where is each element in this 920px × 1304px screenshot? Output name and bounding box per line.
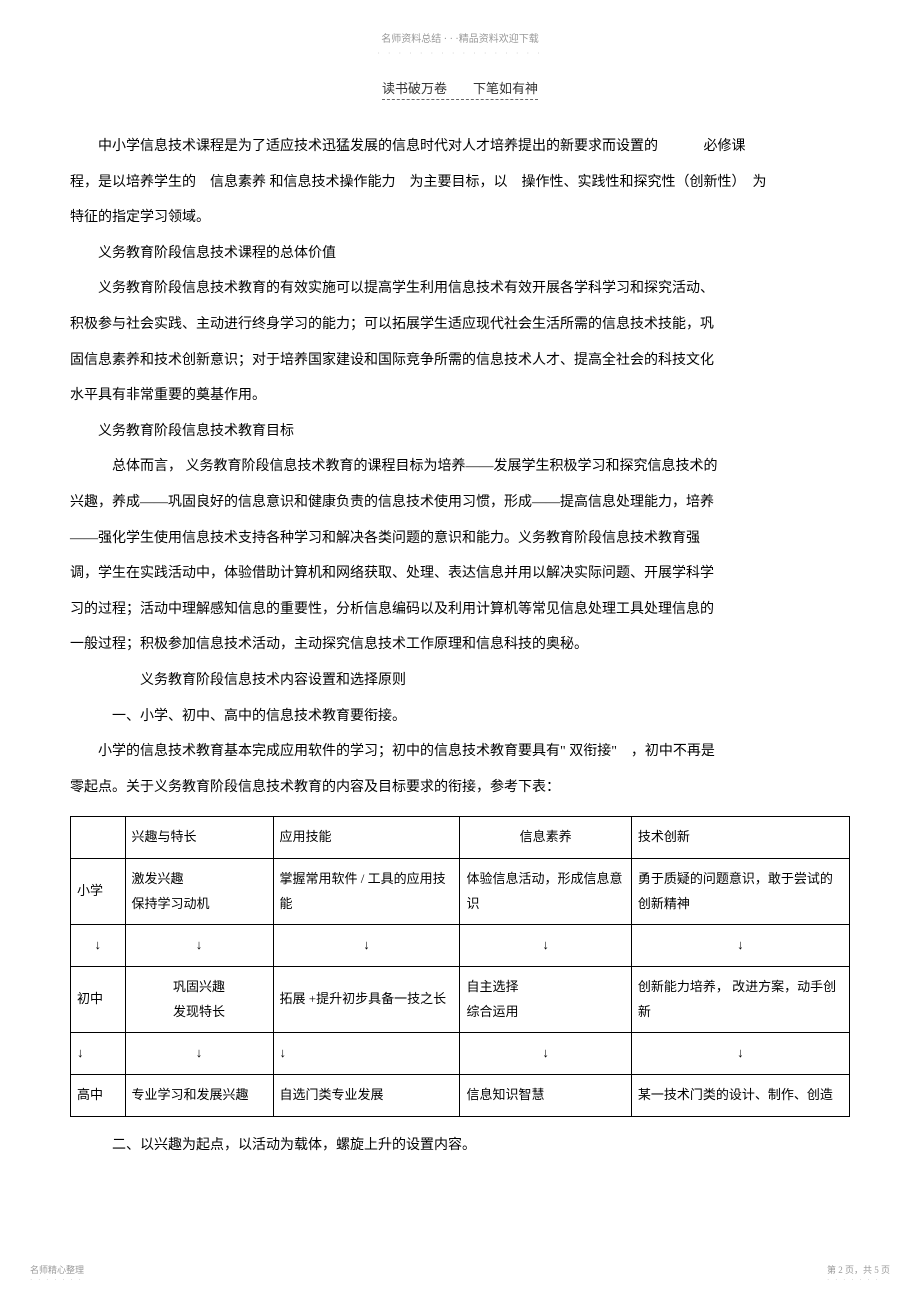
arrow-cell: ↓ bbox=[460, 925, 631, 967]
paragraph: 积极参与社会实践、主动进行终身学习的能力；可以拓展学生适应现代社会生活所需的信息… bbox=[70, 308, 850, 342]
paragraph: 习的过程；活动中理解感知信息的重要性，分析信息编码以及利用计算机等常见信息处理工… bbox=[70, 593, 850, 627]
arrow-cell: ↓ bbox=[71, 925, 126, 967]
paragraph: 兴趣，养成——巩固良好的信息意识和健康负责的信息技术使用习惯，形成——提高信息处… bbox=[70, 486, 850, 520]
table-cell: 信息知识智慧 bbox=[460, 1075, 631, 1117]
paragraph: 中小学信息技术课程是为了适应技术迅猛发展的信息时代对人才培养提出的新要求而设置的… bbox=[70, 130, 850, 164]
paragraph: 一、小学、初中、高中的信息技术教育要衔接。 bbox=[70, 700, 850, 734]
paragraph: 一般过程；积极参加信息技术活动，主动探究信息技术工作原理和信息科技的奥秘。 bbox=[70, 628, 850, 662]
document-body: 中小学信息技术课程是为了适应技术迅猛发展的信息时代对人才培养提出的新要求而设置的… bbox=[70, 130, 850, 804]
table-cell: 勇于质疑的问题意识，敢于尝试的创新精神 bbox=[631, 858, 849, 924]
table-cell: 激发兴趣保持学习动机 bbox=[125, 858, 273, 924]
paragraph: 总体而言， 义务教育阶段信息技术教育的课程目标为培养——发展学生积极学习和探究信… bbox=[70, 450, 850, 484]
header-dots: · · · · · · · · · · · · · · · · bbox=[70, 49, 850, 58]
arrow-cell: ↓ bbox=[273, 1033, 460, 1075]
text: 必修课 bbox=[704, 139, 746, 154]
table-header: 应用技能 bbox=[273, 817, 460, 859]
paragraph: ——强化学生使用信息技术支持各种学习和解决各类问题的意识和能力。义务教育阶段信息… bbox=[70, 522, 850, 556]
section-title: 义务教育阶段信息技术内容设置和选择原则 bbox=[70, 664, 850, 698]
document-body-after: 二、以兴趣为起点，以活动为载体，螺旋上升的设置内容。 bbox=[70, 1129, 850, 1163]
paragraph: 水平具有非常重要的奠基作用。 bbox=[70, 379, 850, 413]
paragraph: 固信息素养和技术创新意识；对于培养国家建设和国际竞争所需的信息技术人才、提高全社… bbox=[70, 344, 850, 378]
table-stage-label: 高中 bbox=[71, 1075, 126, 1117]
paragraph: 特征的指定学习领域。 bbox=[70, 201, 850, 235]
table-cell: 自主选择综合运用 bbox=[460, 967, 631, 1033]
table-row: 小学 激发兴趣保持学习动机 掌握常用软件 / 工具的应用技能 体验信息活动，形成… bbox=[71, 858, 850, 924]
section-title: 义务教育阶段信息技术课程的总体价值 bbox=[70, 237, 850, 271]
table-arrow-row: ↓ ↓ ↓ ↓ ↓ bbox=[71, 925, 850, 967]
table-row: 高中 专业学习和发展兴趣 自选门类专业发展 信息知识智慧 某一技术门类的设计、制… bbox=[71, 1075, 850, 1117]
table-header: 信息素养 bbox=[460, 817, 631, 859]
table-cell: 巩固兴趣发现特长 bbox=[125, 967, 273, 1033]
table-arrow-row: ↓ ↓ ↓ ↓ ↓ bbox=[71, 1033, 850, 1075]
paragraph: 义务教育阶段信息技术教育的有效实施可以提高学生利用信息技术有效开展各学科学习和探… bbox=[70, 272, 850, 306]
table-cell: 专业学习和发展兴趣 bbox=[125, 1075, 273, 1117]
table-cell: 掌握常用软件 / 工具的应用技能 bbox=[273, 858, 460, 924]
footer-dots: · · · · · · · bbox=[30, 1276, 84, 1284]
footer-left: 名师精心整理 · · · · · · · bbox=[30, 1263, 84, 1284]
table-cell-empty bbox=[71, 817, 126, 859]
arrow-cell: ↓ bbox=[631, 1033, 849, 1075]
table-row: 初中 巩固兴趣发现特长 拓展 +提升初步具备一技之长 自主选择综合运用 创新能力… bbox=[71, 967, 850, 1033]
arrow-cell: ↓ bbox=[273, 925, 460, 967]
table-header-row: 兴趣与特长 应用技能 信息素养 技术创新 bbox=[71, 817, 850, 859]
table-cell: 某一技术门类的设计、制作、创造 bbox=[631, 1075, 849, 1117]
header-top-text: 名师资料总结 · · ·精品资料欢迎下载 bbox=[70, 30, 850, 45]
footer-right-text: 第 2 页，共 5 页 bbox=[827, 1263, 890, 1276]
paragraph: 小学的信息技术教育基本完成应用软件的学习；初中的信息技术教育要具有" 双衔接" … bbox=[70, 735, 850, 769]
footer-right: 第 2 页，共 5 页 · · · · · · · bbox=[827, 1263, 890, 1284]
table-cell: 体验信息活动，形成信息意识 bbox=[460, 858, 631, 924]
header-main-wrap: 读书破万卷 下笔如有神 bbox=[70, 78, 850, 100]
table-header: 技术创新 bbox=[631, 817, 849, 859]
arrow-cell: ↓ bbox=[125, 925, 273, 967]
footer-left-text: 名师精心整理 bbox=[30, 1263, 84, 1276]
paragraph: 二、以兴趣为起点，以活动为载体，螺旋上升的设置内容。 bbox=[70, 1129, 850, 1163]
arrow-cell: ↓ bbox=[631, 925, 849, 967]
table-stage-label: 小学 bbox=[71, 858, 126, 924]
text: 中小学信息技术课程是为了适应技术迅猛发展的信息时代对人才培养提出的新要求而设置的 bbox=[98, 139, 658, 154]
arrow-cell: ↓ bbox=[71, 1033, 126, 1075]
table-cell: 自选门类专业发展 bbox=[273, 1075, 460, 1117]
table-cell: 创新能力培养， 改进方案，动手创新 bbox=[631, 967, 849, 1033]
paragraph: 调，学生在实践活动中，体验借助计算机和网络获取、处理、表达信息并用以解决实际问题… bbox=[70, 557, 850, 591]
arrow-cell: ↓ bbox=[125, 1033, 273, 1075]
table-cell: 拓展 +提升初步具备一技之长 bbox=[273, 967, 460, 1033]
paragraph: 程，是以培养学生的 信息素养 和信息技术操作能力 为主要目标，以 操作性、实践性… bbox=[70, 166, 850, 200]
header-main-text: 读书破万卷 下笔如有神 bbox=[382, 78, 538, 100]
content-table: 兴趣与特长 应用技能 信息素养 技术创新 小学 激发兴趣保持学习动机 掌握常用软… bbox=[70, 816, 850, 1117]
table-stage-label: 初中 bbox=[71, 967, 126, 1033]
table-header: 兴趣与特长 bbox=[125, 817, 273, 859]
paragraph: 零起点。关于义务教育阶段信息技术教育的内容及目标要求的衔接，参考下表： bbox=[70, 771, 850, 805]
section-title: 义务教育阶段信息技术教育目标 bbox=[70, 415, 850, 449]
footer-dots: · · · · · · · bbox=[827, 1276, 890, 1284]
arrow-cell: ↓ bbox=[460, 1033, 631, 1075]
